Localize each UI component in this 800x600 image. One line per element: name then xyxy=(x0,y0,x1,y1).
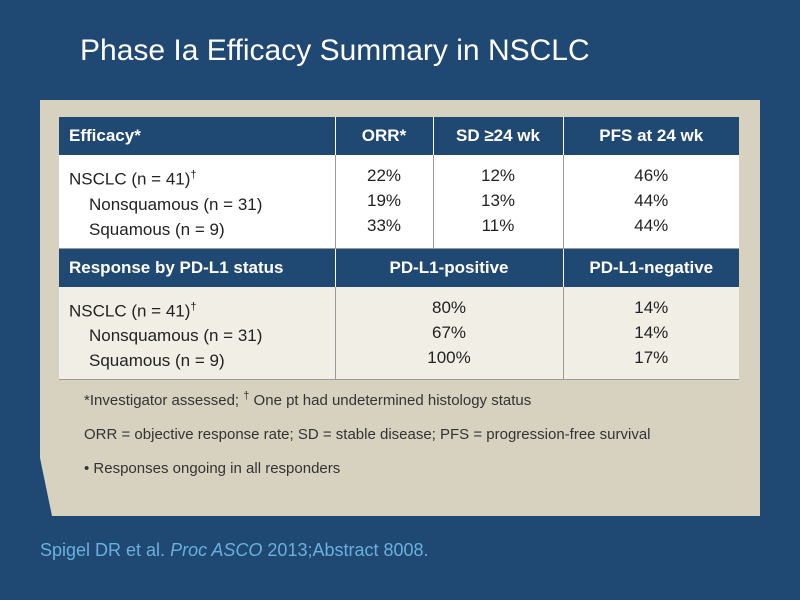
pdl1-labels: NSCLC (n = 41)† Nonsquamous (n = 31) Squ… xyxy=(59,287,335,380)
cell-neg-squamous: 17% xyxy=(634,347,669,367)
pdl1-positive-values: 80% 67% 100% xyxy=(335,287,563,380)
citation: Spigel DR et al. Proc ASCO 2013;Abstract… xyxy=(40,540,429,561)
cell-pos-nonsquamous: 67% xyxy=(431,322,467,342)
efficacy-header-row: Efficacy* ORR* SD ≥24 wk PFS at 24 wk xyxy=(59,117,739,155)
citation-journal: Proc ASCO xyxy=(170,540,263,560)
footnotes: *Investigator assessed; † One pt had und… xyxy=(84,386,714,493)
efficacy-labels: NSCLC (n = 41)† Nonsquamous (n = 31) Squ… xyxy=(59,155,335,248)
cell-pfs-nsclc: 46% xyxy=(634,166,669,185)
citation-authors: Spigel DR et al. xyxy=(40,540,171,560)
cell-orr-nsclc: 22% xyxy=(366,166,402,185)
footnote-abbreviations: ORR = objective response rate; SD = stab… xyxy=(84,426,651,443)
col-header-pdl1-status: Response by PD-L1 status xyxy=(59,248,335,287)
citation-details: 2013;Abstract 8008. xyxy=(262,540,429,560)
cell-orr-squamous: 33% xyxy=(366,216,402,235)
cell-orr-nonsquamous: 19% xyxy=(366,191,402,210)
cell-pfs-nonsquamous: 44% xyxy=(634,191,669,210)
row-label-nonsquamous: Nonsquamous (n = 31) xyxy=(89,194,263,214)
footnote-investigator: *Investigator assessed; † One pt had und… xyxy=(84,390,532,409)
row-label-squamous: Squamous (n = 9) xyxy=(89,219,225,239)
cell-neg-nonsquamous: 14% xyxy=(634,322,669,342)
row-label-squamous: Squamous (n = 9) xyxy=(89,351,225,371)
cell-sd-squamous: 11% xyxy=(481,216,515,235)
cell-pos-squamous: 100% xyxy=(427,347,471,367)
cell-pos-nsclc: 80% xyxy=(431,297,467,317)
col-header-pdl1-positive: PD-L1-positive xyxy=(335,248,563,287)
pdl1-negative-values: 14% 14% 17% xyxy=(563,287,739,380)
content-panel: Efficacy* ORR* SD ≥24 wk PFS at 24 wk NS… xyxy=(40,100,760,516)
col-header-pfs: PFS at 24 wk xyxy=(563,117,739,155)
orr-values: 22% 19% 33% xyxy=(335,155,433,248)
efficacy-table: Efficacy* ORR* SD ≥24 wk PFS at 24 wk NS… xyxy=(59,117,739,380)
cell-neg-nsclc: 14% xyxy=(634,297,669,317)
slide-title: Phase Ia Efficacy Summary in NSCLC xyxy=(80,34,590,67)
col-header-orr: ORR* xyxy=(335,117,433,155)
pdl1-header-row: Response by PD-L1 status PD-L1-positive … xyxy=(59,248,739,287)
pdl1-body: NSCLC (n = 41)† Nonsquamous (n = 31) Squ… xyxy=(59,287,739,380)
col-header-sd: SD ≥24 wk xyxy=(433,117,563,155)
sd-values: 12% 13% 11% xyxy=(433,155,563,248)
cell-pfs-squamous: 44% xyxy=(634,216,669,235)
cell-sd-nonsquamous: 13% xyxy=(480,191,516,210)
bullet-responses-ongoing: • Responses ongoing in all responders xyxy=(84,460,341,477)
efficacy-body: NSCLC (n = 41)† Nonsquamous (n = 31) Squ… xyxy=(59,155,739,248)
row-label-nonsquamous: Nonsquamous (n = 31) xyxy=(89,326,263,346)
row-label-nsclc: NSCLC (n = 41)† xyxy=(69,169,197,189)
pfs-values: 46% 44% 44% xyxy=(563,155,739,248)
cell-sd-nsclc: 12% xyxy=(480,166,516,185)
row-label-nsclc: NSCLC (n = 41)† xyxy=(69,300,197,321)
col-header-efficacy: Efficacy* xyxy=(59,117,335,155)
col-header-pdl1-negative: PD-L1-negative xyxy=(563,248,739,287)
